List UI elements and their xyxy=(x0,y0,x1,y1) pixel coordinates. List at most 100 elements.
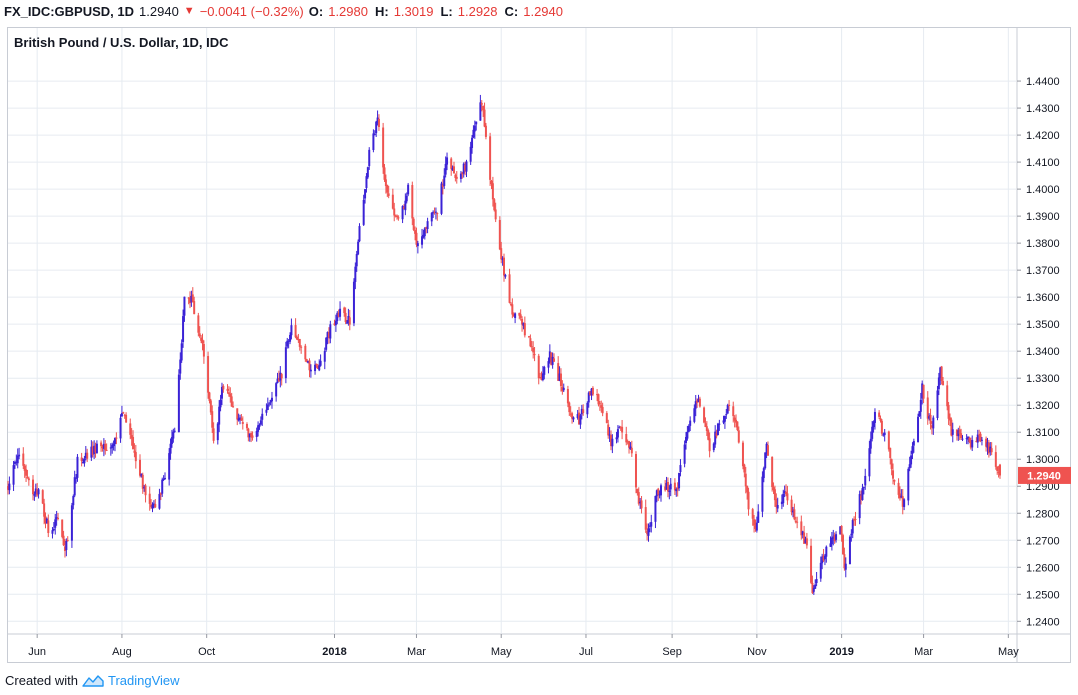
candle-body xyxy=(628,441,631,448)
candle-body xyxy=(811,582,814,594)
candle-body xyxy=(728,404,731,406)
chart-title: British Pound / U.S. Dollar, 1D, IDC xyxy=(14,35,229,50)
candle-body xyxy=(491,183,494,200)
candle-body xyxy=(193,301,196,315)
candle-body xyxy=(284,347,287,379)
candle-body xyxy=(887,431,890,450)
candle-body xyxy=(843,554,846,569)
open-label: O: xyxy=(308,3,324,19)
candle-body xyxy=(404,200,407,211)
candle-body xyxy=(858,494,861,519)
candle-body xyxy=(12,465,15,485)
price-axis[interactable]: 1.4400 1.4300 1.4200 1.4100 1.4000 1.3900 1.38… xyxy=(1017,76,1060,628)
tradingview-logo-icon[interactable] xyxy=(82,674,104,688)
candle-body xyxy=(879,418,882,421)
candle-body xyxy=(86,452,89,459)
candle-body xyxy=(550,352,553,366)
candle-body xyxy=(942,381,945,386)
candle-body xyxy=(801,531,804,535)
candle-body xyxy=(316,365,319,369)
candle-body xyxy=(464,164,467,171)
candle-body xyxy=(918,411,921,417)
candle-body xyxy=(163,477,166,479)
candle-body xyxy=(490,180,493,185)
candle-body xyxy=(218,406,221,425)
candle-body xyxy=(295,337,298,340)
candle-body xyxy=(150,504,153,508)
candle-body xyxy=(640,500,643,509)
candle-body xyxy=(344,312,347,322)
candle-body xyxy=(343,307,346,314)
candle-body xyxy=(43,503,46,517)
candle-body xyxy=(333,323,336,326)
candle-body xyxy=(696,400,699,403)
candle-body xyxy=(775,498,778,508)
candle-body xyxy=(796,521,799,523)
candle-body xyxy=(625,434,628,443)
candle-body xyxy=(823,555,826,560)
candle-body xyxy=(860,495,863,500)
time-axis[interactable]: Jun Aug Oct 2018 Mar May Jul Sep Nov 2019 Mar May xyxy=(28,634,1019,658)
candle-body xyxy=(161,479,164,494)
candle-body xyxy=(13,461,16,464)
candle-body xyxy=(611,438,614,447)
candle-body xyxy=(208,392,211,401)
candle-body xyxy=(558,373,561,381)
candle-body xyxy=(177,374,180,433)
low-value: 1.2928 xyxy=(457,3,498,19)
candle-body xyxy=(318,365,321,371)
candle-body xyxy=(537,355,540,379)
candle-body xyxy=(765,443,768,454)
candle-body xyxy=(258,424,261,427)
candle-body xyxy=(393,208,396,216)
candle-body xyxy=(362,199,365,225)
candle-body xyxy=(346,322,349,324)
candle-body xyxy=(673,482,676,491)
candle-body xyxy=(761,476,764,512)
candle-body xyxy=(773,489,776,501)
candle-body xyxy=(990,448,993,453)
candle-body xyxy=(277,377,280,382)
candle-body xyxy=(689,420,692,426)
candle-body xyxy=(519,314,522,318)
last-price: 1.2940 xyxy=(139,3,179,19)
candle-body xyxy=(140,473,143,477)
candle-body xyxy=(90,446,93,458)
candle-body xyxy=(644,507,647,530)
candle-body xyxy=(364,189,367,199)
candle-body xyxy=(889,447,892,459)
candle-body xyxy=(694,401,697,409)
candle-body xyxy=(705,426,708,432)
symbol-label[interactable]: FX_IDC:GBPUSD, 1D xyxy=(4,3,135,19)
candle-body xyxy=(426,221,429,229)
candle-body xyxy=(940,366,943,381)
candle-body xyxy=(336,312,339,321)
candle-body xyxy=(932,417,935,429)
candle-body xyxy=(219,399,222,408)
candle-body xyxy=(300,346,303,348)
candle-body xyxy=(61,519,64,537)
candle-body xyxy=(607,424,610,436)
candle-body xyxy=(494,209,497,220)
candle-body xyxy=(892,470,895,479)
candle-body xyxy=(541,373,544,381)
candle-body xyxy=(897,482,900,495)
candle-body xyxy=(36,489,39,496)
candle-body xyxy=(207,356,210,393)
grid xyxy=(8,28,1016,633)
tradingview-brand[interactable]: TradingView xyxy=(107,673,180,688)
candle-body xyxy=(415,232,418,245)
candle-body xyxy=(255,430,258,437)
x-tick-label: Nov xyxy=(747,646,767,658)
candle-body xyxy=(609,434,612,447)
candle-body xyxy=(337,312,340,317)
candle-body xyxy=(872,421,875,428)
candle-body xyxy=(383,167,386,180)
candle-body xyxy=(132,437,135,450)
candle-body xyxy=(433,211,436,213)
candle-body xyxy=(764,452,767,469)
candle-body xyxy=(287,340,290,342)
x-tick-label: Jul xyxy=(579,646,593,658)
candle-body xyxy=(425,227,428,229)
